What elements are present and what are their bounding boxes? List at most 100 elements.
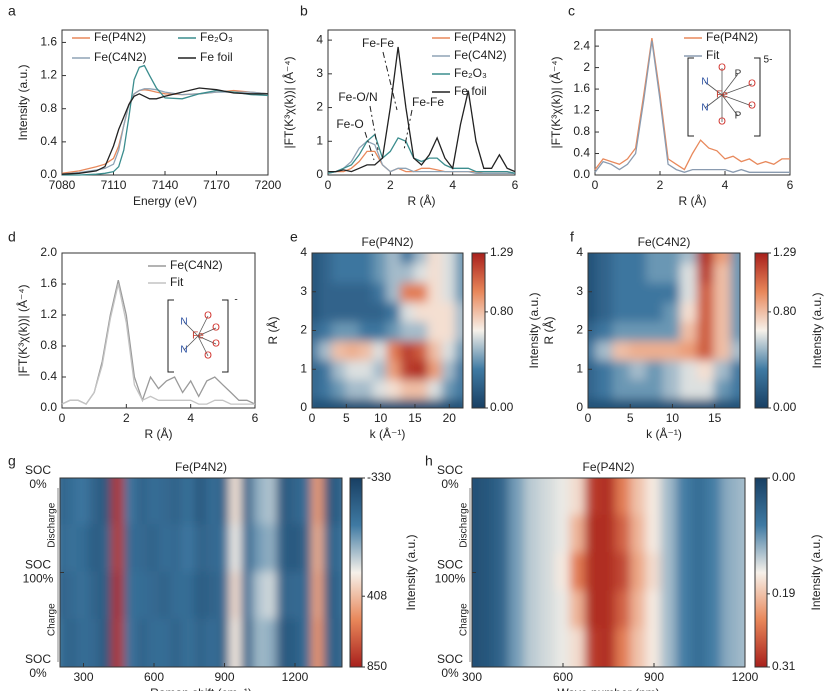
inset-atom: O	[204, 311, 212, 322]
heat-cell	[323, 431, 337, 478]
heat-cell	[88, 524, 103, 574]
y-tick-label: 100%	[435, 572, 466, 586]
panel-label: c	[568, 3, 575, 19]
x-tick-label: 5	[627, 411, 634, 425]
heat-cell	[312, 431, 326, 478]
x-tick-label: 2	[387, 178, 394, 192]
heat-cell	[615, 514, 633, 555]
inset-bond	[183, 321, 199, 337]
x-tick-label: 4	[449, 178, 456, 192]
heat-cell	[76, 571, 91, 621]
heat-cell	[524, 628, 542, 667]
heat-cell	[400, 253, 416, 264]
heat-cell	[690, 628, 709, 667]
heat-cell	[660, 514, 678, 555]
heat-cell	[359, 358, 375, 380]
annotation-line	[403, 109, 413, 151]
heat-cell	[584, 552, 602, 593]
heat-cell	[455, 281, 463, 303]
heat-cell	[524, 440, 541, 478]
heat-cell	[427, 377, 444, 400]
heat-cell	[524, 514, 542, 555]
inset-atom: N	[180, 345, 187, 356]
heat-cell	[539, 440, 556, 478]
heat-cell	[147, 571, 161, 621]
heat-cell	[112, 431, 126, 478]
annotation-line	[364, 131, 375, 161]
heat-cell	[335, 667, 349, 691]
heat-cell	[679, 253, 699, 264]
heat-cell	[312, 300, 320, 322]
heat-cell	[264, 524, 279, 574]
heat-cell	[441, 300, 458, 322]
heat-cell	[135, 524, 150, 574]
plot-frame	[61, 252, 256, 409]
heat-cell	[595, 281, 615, 303]
y-tick-label: 1.6	[40, 276, 57, 290]
chart-title: Fe(P4N2)	[361, 235, 413, 249]
x-axis-label: k (Å⁻¹)	[370, 426, 406, 441]
legend-label: Fe foil	[200, 50, 233, 64]
y-tick-label: 4	[576, 245, 583, 259]
heat-cell	[53, 667, 67, 691]
heat-cell	[359, 253, 375, 264]
heat-cell	[147, 478, 161, 527]
heat-cell	[663, 377, 682, 400]
heat-cell	[65, 431, 79, 478]
y-tick-label: 0.8	[40, 101, 57, 115]
inset-atom: O	[212, 339, 220, 350]
y-tick-label: 2	[300, 323, 307, 337]
heat-cell	[441, 358, 458, 380]
heat-cell	[676, 667, 693, 691]
heat-cell	[252, 478, 267, 527]
heat-cell	[264, 618, 279, 667]
inset-charge: -	[234, 295, 237, 306]
heat-cell	[539, 478, 557, 517]
heat-cell	[312, 261, 320, 284]
heat-cell	[413, 397, 430, 408]
heat-cell	[478, 478, 496, 517]
heat-cell	[588, 397, 598, 408]
heat-cell	[599, 628, 618, 667]
heat-cell	[612, 261, 632, 284]
plot-frame	[327, 29, 516, 176]
x-tick-label: 6	[512, 178, 519, 192]
x-axis-label: R (Å)	[145, 426, 173, 441]
heat-cell	[372, 253, 389, 264]
heat-cell	[400, 281, 416, 303]
heat-cell	[645, 440, 662, 478]
heat-cell	[679, 300, 699, 322]
colorbar-tick-label: 408	[367, 588, 387, 602]
heat-cell	[713, 358, 733, 380]
inset-atom: Fe	[192, 331, 204, 342]
heat-cell	[300, 431, 314, 478]
panel-label: f	[570, 229, 574, 245]
heat-cell	[494, 440, 511, 478]
heat-cell	[584, 478, 602, 517]
heat-cell	[455, 397, 463, 408]
heat-cell	[276, 618, 291, 667]
heat-cell	[663, 319, 682, 342]
heat-cell	[706, 628, 724, 667]
heat-cell	[323, 524, 338, 574]
y-tick-label: 0%	[441, 666, 459, 680]
heat-cell	[76, 618, 91, 667]
inset-bond	[721, 94, 739, 117]
heat-cell	[696, 358, 716, 380]
heat-cell	[588, 261, 598, 284]
heat-cell	[372, 261, 389, 284]
heat-cell	[241, 431, 255, 478]
heat-cell	[730, 377, 740, 400]
heat-cell	[288, 431, 302, 478]
heat-cell	[696, 397, 716, 408]
heat-cell	[599, 514, 618, 555]
legend-label: Fe(C4N2)	[170, 258, 223, 272]
heat-cell	[690, 552, 709, 593]
heat-cell	[359, 261, 375, 284]
heat-cell	[569, 514, 587, 555]
heat-cell	[660, 590, 678, 631]
y-tick-label: 0%	[29, 477, 47, 491]
colorbar	[349, 477, 363, 668]
heatmap-cells	[53, 431, 349, 691]
heat-cell	[455, 319, 463, 342]
